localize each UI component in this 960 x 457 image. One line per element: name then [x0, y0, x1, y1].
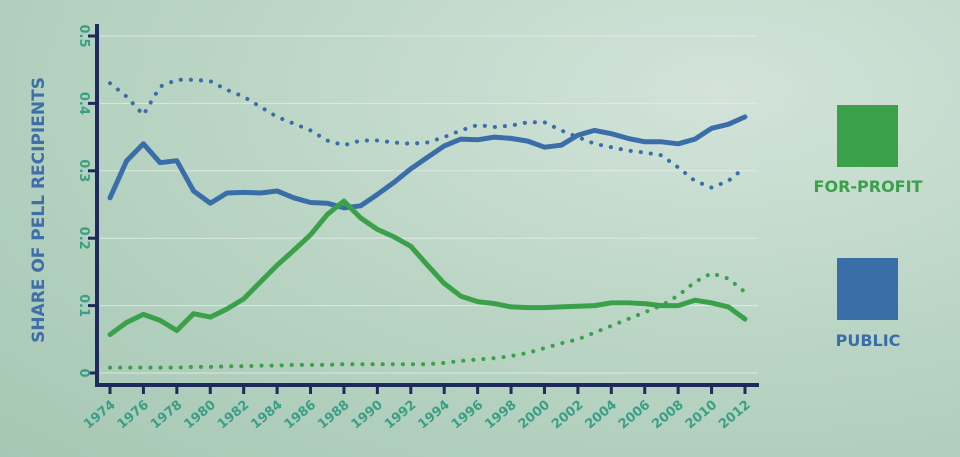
x-tick-label: 1974 — [81, 398, 118, 433]
legend-swatch-for-profit — [837, 105, 898, 167]
x-tick-label: 1998 — [482, 398, 519, 433]
y-tick-label: 0.1 — [76, 294, 91, 317]
x-tick-label: 2002 — [549, 398, 586, 433]
x-tick-label: 1976 — [115, 398, 152, 433]
y-axis-title: SHARE OF PELL RECIPIENTS — [29, 77, 49, 343]
y-tick-label: 0.5 — [76, 24, 91, 47]
x-tick-label: 2004 — [583, 398, 620, 433]
legend-label-public: PUBLIC — [836, 331, 901, 350]
unlabeled-dotted-line — [108, 77, 747, 190]
x-tick-labels: 1974197619781980198219841986198819901992… — [81, 398, 753, 433]
x-tick-label: 1992 — [382, 398, 419, 433]
legend-label-for-profit: FOR-PROFIT — [814, 177, 923, 196]
series-lines — [107, 77, 748, 370]
x-tick-label: 1986 — [282, 398, 319, 433]
x-tick-label: 2006 — [616, 398, 653, 433]
x-tick-label: 1990 — [349, 398, 386, 433]
y-tick-labels: 0 0.1 0.2 0.3 0.4 0.5 — [76, 24, 91, 377]
axes — [88, 24, 759, 394]
legend-swatch-public — [837, 258, 898, 320]
unlabeled-dotted-line — [108, 271, 747, 370]
x-tick-label: 1984 — [248, 398, 285, 433]
public-solid-line — [107, 114, 748, 211]
y-tick-label: 0.3 — [76, 159, 91, 182]
x-tick-label: 2000 — [516, 398, 553, 433]
y-tick-label: 0.2 — [76, 227, 91, 250]
x-tick-label: 1978 — [148, 398, 185, 433]
y-tick-label: 0.4 — [76, 92, 91, 115]
x-tick-label: 1982 — [215, 398, 252, 433]
x-tick-label: 2012 — [716, 398, 753, 433]
x-tick-label: 1994 — [415, 398, 452, 433]
legend: FOR-PROFIT PUBLIC — [814, 105, 923, 350]
for-profit-solid-line — [107, 198, 748, 338]
x-tick-label: 1980 — [181, 398, 218, 433]
x-tick-label: 1996 — [449, 398, 486, 433]
gridlines — [100, 35, 758, 374]
x-tick-label: 2008 — [649, 398, 686, 433]
y-tick-label: 0 — [76, 368, 91, 377]
x-tick-label: 2010 — [683, 398, 720, 433]
x-tick-label: 1988 — [315, 398, 352, 433]
